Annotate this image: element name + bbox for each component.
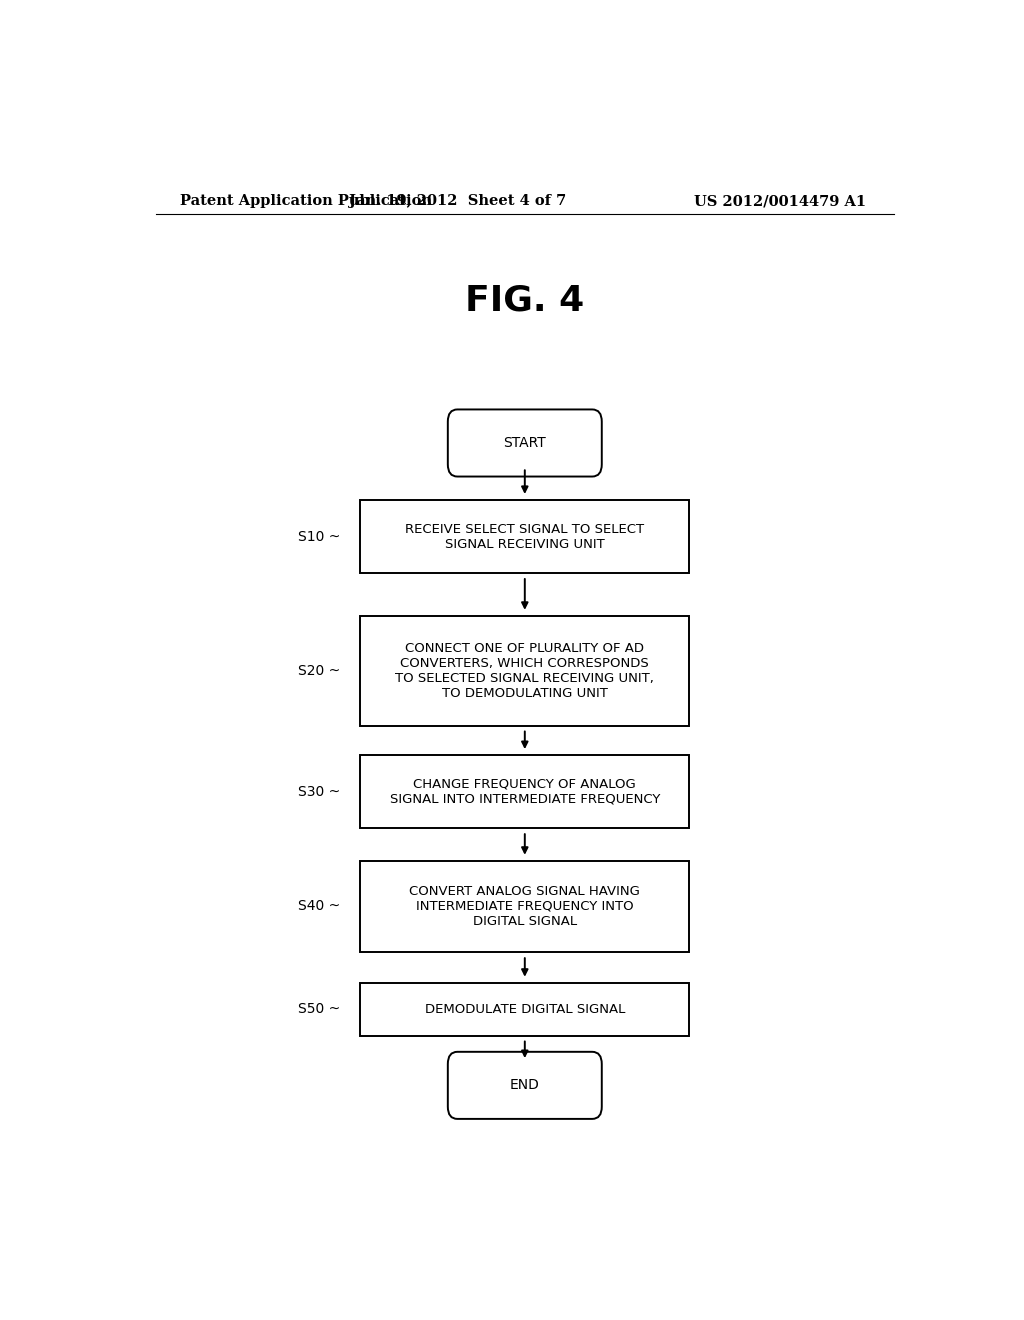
Text: Patent Application Publication: Patent Application Publication [179, 194, 431, 209]
Text: S20 ~: S20 ~ [298, 664, 340, 677]
Text: END: END [510, 1078, 540, 1093]
Text: US 2012/0014479 A1: US 2012/0014479 A1 [694, 194, 866, 209]
Bar [360, 982, 689, 1036]
Bar [360, 861, 689, 952]
Text: Jan. 19, 2012  Sheet 4 of 7: Jan. 19, 2012 Sheet 4 of 7 [349, 194, 566, 209]
Text: RECEIVE SELECT SIGNAL TO SELECT
SIGNAL RECEIVING UNIT: RECEIVE SELECT SIGNAL TO SELECT SIGNAL R… [406, 523, 644, 550]
Text: S50 ~: S50 ~ [298, 1002, 340, 1016]
FancyBboxPatch shape [447, 409, 602, 477]
Bar [360, 500, 689, 573]
Bar [360, 615, 689, 726]
Text: S40 ~: S40 ~ [298, 899, 340, 913]
Text: S10 ~: S10 ~ [298, 529, 340, 544]
Text: CONNECT ONE OF PLURALITY OF AD
CONVERTERS, WHICH CORRESPONDS
TO SELECTED SIGNAL : CONNECT ONE OF PLURALITY OF AD CONVERTER… [395, 642, 654, 700]
Text: CHANGE FREQUENCY OF ANALOG
SIGNAL INTO INTERMEDIATE FREQUENCY: CHANGE FREQUENCY OF ANALOG SIGNAL INTO I… [389, 777, 660, 805]
Text: DEMODULATE DIGITAL SIGNAL: DEMODULATE DIGITAL SIGNAL [425, 1003, 625, 1015]
Text: FIG. 4: FIG. 4 [465, 284, 585, 318]
Bar [360, 755, 689, 828]
Text: START: START [504, 436, 546, 450]
Text: CONVERT ANALOG SIGNAL HAVING
INTERMEDIATE FREQUENCY INTO
DIGITAL SIGNAL: CONVERT ANALOG SIGNAL HAVING INTERMEDIAT… [410, 884, 640, 928]
FancyBboxPatch shape [447, 1052, 602, 1119]
Text: S30 ~: S30 ~ [298, 784, 340, 799]
